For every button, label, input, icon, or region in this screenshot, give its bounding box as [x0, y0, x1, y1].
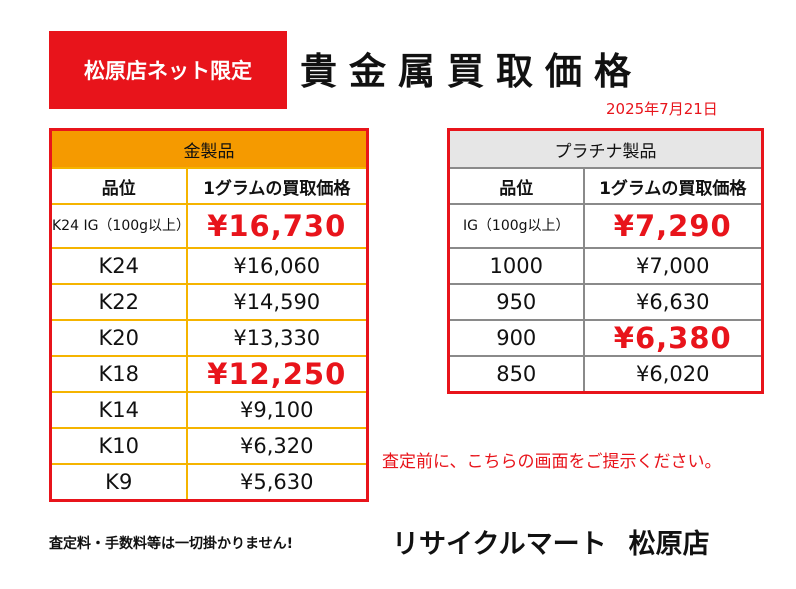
table-row: 850 ¥6,020 — [447, 355, 764, 394]
platinum-price-cell: ¥6,630 — [582, 283, 764, 321]
gold-price-table: 金製品 品位 1グラムの買取価格 K24 IG（100g以上） ¥16,730 … — [49, 128, 369, 502]
page-title: 貴金属買取価格 — [300, 49, 643, 93]
table-row: 900 ¥6,380 — [447, 319, 764, 357]
table-row: K18 ¥12,250 — [49, 355, 369, 393]
platinum-grade-cell: 950 — [447, 283, 585, 321]
limited-offer-badge: 松原店ネット限定 — [49, 31, 287, 109]
table-row: K20 ¥13,330 — [49, 319, 369, 357]
platinum-price-table: プラチナ製品 品位 1グラムの買取価格 IG（100g以上） ¥7,290 10… — [447, 128, 764, 394]
price-date: 2025年7月21日 — [606, 99, 718, 118]
platinum-price-cell: ¥6,020 — [582, 355, 764, 394]
table-row: K14 ¥9,100 — [49, 391, 369, 429]
gold-category-label: 金製品 — [49, 128, 369, 169]
platinum-price-cell: ¥7,000 — [582, 247, 764, 285]
platinum-grade-cell: 850 — [447, 355, 585, 394]
shop-branch: 松原店 — [628, 528, 710, 560]
gold-price-cell: ¥16,730 — [185, 203, 369, 249]
gold-grade-cell: K24 — [49, 247, 188, 285]
platinum-category-label: プラチナ製品 — [447, 128, 764, 169]
gold-grade-header: 品位 — [49, 167, 188, 205]
gold-price-cell: ¥5,630 — [185, 463, 369, 502]
platinum-grade-cell: IG（100g以上） — [447, 203, 585, 249]
gold-price-cell: ¥6,320 — [185, 427, 369, 465]
gold-category-row: 金製品 — [49, 128, 369, 169]
gold-grade-cell: K20 — [49, 319, 188, 357]
gold-price-cell: ¥13,330 — [185, 319, 369, 357]
present-screen-notice: 査定前に、こちらの画面をご提示ください。 — [382, 451, 722, 472]
platinum-price-cell: ¥7,290 — [582, 203, 764, 249]
platinum-price-header: 1グラムの買取価格 — [582, 167, 764, 205]
gold-price-header: 1グラムの買取価格 — [185, 167, 369, 205]
table-row: 950 ¥6,630 — [447, 283, 764, 321]
table-row: K22 ¥14,590 — [49, 283, 369, 321]
gold-grade-cell: K14 — [49, 391, 188, 429]
gold-grade-cell: K24 IG（100g以上） — [49, 203, 188, 249]
table-row: IG（100g以上） ¥7,290 — [447, 203, 764, 249]
gold-price-cell: ¥12,250 — [185, 355, 369, 393]
gold-grade-cell: K10 — [49, 427, 188, 465]
gold-grade-cell: K9 — [49, 463, 188, 502]
platinum-header-row: 品位 1グラムの買取価格 — [447, 167, 764, 205]
table-row: K10 ¥6,320 — [49, 427, 369, 465]
platinum-grade-cell: 900 — [447, 319, 585, 357]
gold-price-cell: ¥16,060 — [185, 247, 369, 285]
gold-grade-cell: K18 — [49, 355, 188, 393]
platinum-category-row: プラチナ製品 — [447, 128, 764, 169]
no-fee-note: 査定料・手数料等は一切掛かりません! — [49, 536, 293, 552]
platinum-grade-cell: 1000 — [447, 247, 585, 285]
table-row: 1000 ¥7,000 — [447, 247, 764, 285]
platinum-grade-header: 品位 — [447, 167, 585, 205]
table-row: K24 ¥16,060 — [49, 247, 369, 285]
gold-price-cell: ¥14,590 — [185, 283, 369, 321]
gold-header-row: 品位 1グラムの買取価格 — [49, 167, 369, 205]
shop-name: リサイクルマート — [392, 528, 607, 560]
shop-signature: リサイクルマート 松原店 — [392, 520, 772, 562]
gold-price-cell: ¥9,100 — [185, 391, 369, 429]
platinum-price-cell: ¥6,380 — [582, 319, 764, 357]
table-row: K9 ¥5,630 — [49, 463, 369, 502]
table-row: K24 IG（100g以上） ¥16,730 — [49, 203, 369, 249]
gold-grade-cell: K22 — [49, 283, 188, 321]
